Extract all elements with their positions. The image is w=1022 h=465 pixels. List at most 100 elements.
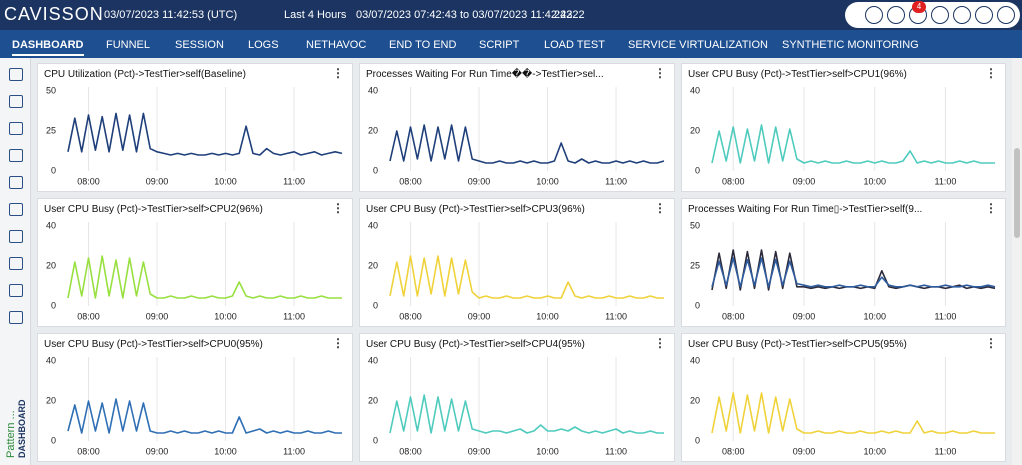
side-icon[interactable] xyxy=(9,230,23,243)
icon-button[interactable] xyxy=(887,6,905,24)
side-icon[interactable] xyxy=(9,284,23,297)
nav-tab[interactable]: SERVICE VIRTUALIZATION xyxy=(628,39,768,51)
scroll-thumb[interactable] xyxy=(1014,148,1020,238)
x-tick-label: 08:00 xyxy=(399,176,422,186)
chart: 0 20 40 08:00 09:00 10:00 11:00 xyxy=(368,355,664,456)
y-tick-label: 50 xyxy=(690,220,700,230)
x-tick-label: 11:00 xyxy=(935,176,957,186)
y-tick-label: 20 xyxy=(368,125,378,135)
logo: CAVISSON xyxy=(4,4,104,24)
time-range[interactable]: 03/07/2023 07:42:43 to 03/07/2023 11:42:… xyxy=(356,9,573,21)
x-tick-label: 09:00 xyxy=(793,446,816,456)
x-tick-label: 09:00 xyxy=(146,311,169,321)
scrollbar[interactable] xyxy=(1012,58,1022,465)
session-id: 22222 xyxy=(554,9,585,21)
clock: 03/07/2023 11:42:53 (UTC) xyxy=(104,9,238,21)
y-tick-label: 25 xyxy=(46,125,56,135)
y-tick-label: 0 xyxy=(373,435,378,445)
icon-button[interactable] xyxy=(865,6,883,24)
x-tick-label: 11:00 xyxy=(935,446,957,456)
x-tick-label: 10:00 xyxy=(863,311,886,321)
icon-button[interactable] xyxy=(975,6,993,24)
side-icon[interactable] xyxy=(9,122,23,135)
side-icon[interactable] xyxy=(9,95,23,108)
series-line xyxy=(711,392,995,434)
chart-panel: User CPU Busy (Pct)->TestTier>self>CPU4(… xyxy=(359,333,675,462)
series-line xyxy=(389,394,664,434)
nav-tab[interactable]: SYNTHETIC MONITORING xyxy=(782,39,919,51)
icon-button[interactable] xyxy=(931,6,949,24)
nav-tab[interactable]: SESSION xyxy=(175,39,224,51)
side-icon[interactable] xyxy=(9,176,23,189)
y-tick-label: 0 xyxy=(695,300,700,310)
y-tick-label: 40 xyxy=(690,355,700,365)
y-tick-label: 0 xyxy=(373,300,378,310)
side-icon[interactable] xyxy=(9,149,23,162)
x-tick-label: 10:00 xyxy=(536,311,559,321)
chart: 0 20 40 08:00 09:00 10:00 11:00 xyxy=(46,355,342,456)
chart: 0 25 50 08:00 09:00 10:00 11:00 xyxy=(690,220,996,321)
side-icon[interactable] xyxy=(9,257,23,270)
panel-title: User CPU Busy (Pct)->TestTier>self>CPU5(… xyxy=(688,339,907,350)
x-tick-label: 09:00 xyxy=(146,446,169,456)
x-tick-label: 09:00 xyxy=(468,176,491,186)
x-tick-label: 09:00 xyxy=(793,176,816,186)
icon-bar: 4 xyxy=(845,1,1020,28)
panel-menu[interactable]: ⋮ xyxy=(332,66,344,80)
y-tick-label: 0 xyxy=(51,165,56,175)
range-preset[interactable]: Last 4 Hours xyxy=(284,9,347,21)
chart: 0 25 50 08:00 09:00 10:00 11:00 xyxy=(46,85,343,186)
chart-panel: User CPU Busy (Pct)->TestTier>self>CPU3(… xyxy=(359,198,675,327)
nav-tab[interactable]: END TO END xyxy=(389,39,457,51)
nav-tab[interactable]: SCRIPT xyxy=(479,39,520,51)
pattern-label[interactable]: Pattern ... xyxy=(5,410,17,458)
chart-panel: User CPU Busy (Pct)->TestTier>self>CPU1(… xyxy=(681,63,1006,192)
panel-menu[interactable]: ⋮ xyxy=(985,336,997,350)
nav-tab[interactable]: DASHBOARD xyxy=(12,39,84,56)
x-tick-label: 11:00 xyxy=(605,176,627,186)
y-tick-label: 20 xyxy=(690,125,700,135)
x-tick-label: 09:00 xyxy=(146,176,169,186)
x-tick-label: 11:00 xyxy=(283,446,305,456)
side-icon[interactable] xyxy=(9,311,23,324)
nav-tab[interactable]: LOAD TEST xyxy=(544,39,605,51)
panel-title: User CPU Busy (Pct)->TestTier>self>CPU1(… xyxy=(688,69,907,80)
panel-title: Processes Waiting For Run Time▯->TestTie… xyxy=(688,204,923,215)
chart-panel: User CPU Busy (Pct)->TestTier>self>CPU5(… xyxy=(681,333,1006,462)
x-tick-label: 11:00 xyxy=(283,311,305,321)
x-tick-label: 08:00 xyxy=(722,446,745,456)
panel-menu[interactable]: ⋮ xyxy=(332,201,344,215)
panel-title: CPU Utilization (Pct)->TestTier>self(Bas… xyxy=(44,69,246,80)
x-tick-label: 08:00 xyxy=(77,311,100,321)
panel-menu[interactable]: ⋮ xyxy=(654,336,666,350)
y-tick-label: 20 xyxy=(46,260,56,270)
panel-menu[interactable]: ⋮ xyxy=(654,66,666,80)
panel-menu[interactable]: ⋮ xyxy=(654,201,666,215)
x-tick-label: 10:00 xyxy=(214,311,237,321)
y-tick-label: 40 xyxy=(46,220,56,230)
icon-button[interactable] xyxy=(953,6,971,24)
y-tick-label: 0 xyxy=(695,165,700,175)
y-tick-label: 40 xyxy=(368,85,378,95)
y-tick-label: 40 xyxy=(46,355,56,365)
y-tick-label: 0 xyxy=(51,300,56,310)
side-icon[interactable] xyxy=(9,203,23,216)
y-tick-label: 20 xyxy=(690,395,700,405)
icon-button[interactable] xyxy=(997,6,1015,24)
nav-tab[interactable]: FUNNEL xyxy=(106,39,151,51)
series-line xyxy=(711,124,995,164)
panel-menu[interactable]: ⋮ xyxy=(985,201,997,215)
y-tick-label: 50 xyxy=(46,85,56,95)
x-tick-label: 11:00 xyxy=(605,446,627,456)
chart: 0 20 40 08:00 09:00 10:00 11:00 xyxy=(368,220,664,321)
nav-tab[interactable]: NETHAVOC xyxy=(306,39,367,51)
panel-menu[interactable]: ⋮ xyxy=(985,66,997,80)
top-bar: CAVISSON 03/07/2023 11:42:53 (UTC) Last … xyxy=(0,0,1022,30)
x-tick-label: 09:00 xyxy=(468,311,491,321)
chart-panel: Processes Waiting For Run Time��->TestTi… xyxy=(359,63,675,192)
dashboard-label: DASHBOARD xyxy=(17,399,27,459)
side-icon[interactable] xyxy=(9,68,23,81)
y-tick-label: 20 xyxy=(46,395,56,405)
nav-tab[interactable]: LOGS xyxy=(248,39,279,51)
panel-menu[interactable]: ⋮ xyxy=(332,336,344,350)
